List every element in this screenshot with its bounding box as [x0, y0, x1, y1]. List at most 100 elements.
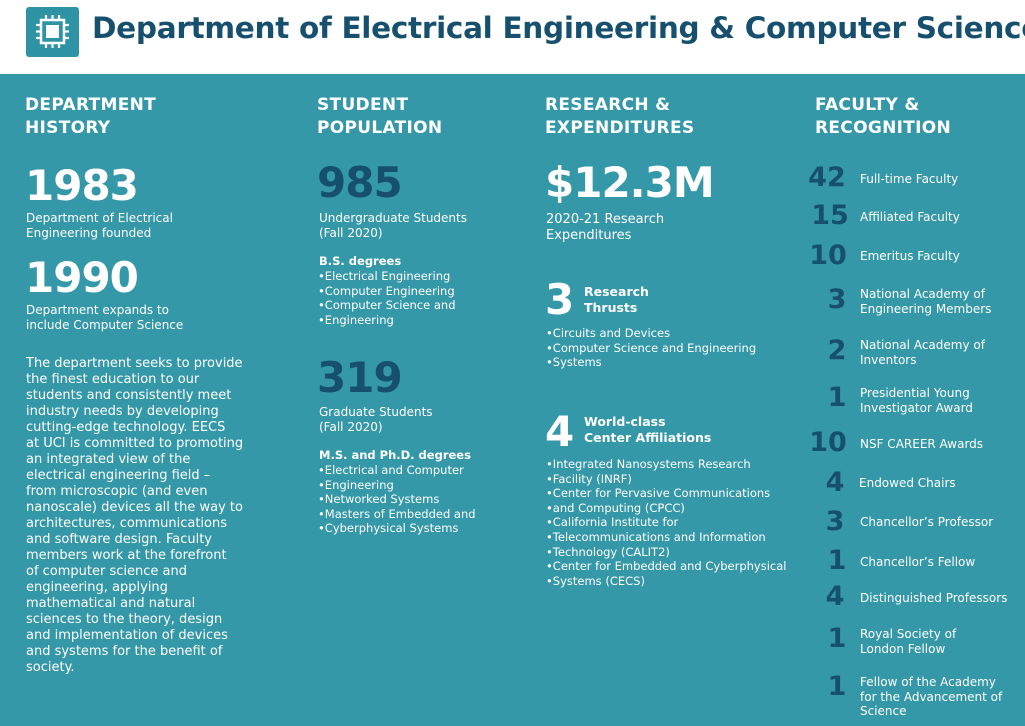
ms-phd-heading: M.S. and Ph.D. degrees: [319, 448, 471, 462]
centers-label-line1: World-class: [584, 414, 666, 429]
faculty-heading-line1: FACULTY &: [815, 95, 920, 115]
paragraph-line: The department seeks to provide: [26, 356, 243, 371]
founding-description-line1: Department of Electrical: [26, 211, 173, 225]
list-item: Integrated Nanosystems Research: [546, 457, 808, 472]
paragraph-line: and implementation of devices: [26, 628, 228, 643]
faculty-stat-number: 1: [827, 671, 847, 702]
list-item-continuation: Cyberphysical Systems: [318, 521, 508, 536]
bs-degrees-list: Electrical Engineering Computer Engineer…: [318, 269, 498, 327]
population-heading-line2: POPULATION: [317, 118, 443, 138]
faculty-stat-label-line1: National Academy of: [860, 287, 985, 301]
centers-label-line2: Center Affiliations: [584, 430, 712, 445]
faculty-stat-label-line3: Science: [860, 704, 907, 718]
founding-year: 1983: [25, 161, 139, 210]
research-heading-line1: RESEARCH &: [545, 95, 671, 115]
faculty-stat-label-line1: Distinguished Professors: [860, 591, 1008, 605]
expenditure-label-line2: Expenditures: [546, 228, 632, 243]
grad-count: 319: [317, 353, 403, 402]
faculty-stat-number: 1: [827, 623, 847, 654]
list-item: Systems: [546, 355, 806, 370]
list-item-continuation: and Computing (CPCC): [546, 501, 808, 516]
grad-label: Graduate Students (Fall 2020): [319, 405, 433, 434]
history-heading-line2: HISTORY: [25, 118, 111, 138]
faculty-stat-label: Chancellor’s Professor: [860, 515, 1020, 530]
expansion-description: Department expands to include Computer S…: [26, 303, 183, 332]
faculty-stat-label: Fellow of the Academy for the Advancemen…: [860, 675, 1020, 719]
faculty-stat-number: 1: [827, 382, 847, 413]
population-heading: STUDENT POPULATION: [317, 94, 442, 140]
expansion-description-line1: Department expands to: [26, 303, 170, 317]
paragraph-line: mathematical and natural: [26, 596, 196, 611]
faculty-stat-label-line2: London Fellow: [860, 641, 946, 656]
paragraph-line: and software design. Faculty: [26, 532, 212, 547]
faculty-stat-label-line1: Endowed Chairs: [859, 476, 956, 490]
list-item: Computer Engineering: [318, 284, 498, 299]
grad-label-line2: (Fall 2020): [319, 419, 383, 434]
faculty-stat-label-line2: for the Advancement of: [860, 689, 1003, 704]
history-heading-line1: DEPARTMENT: [25, 95, 157, 115]
undergrad-label: Undergraduate Students (Fall 2020): [319, 211, 467, 240]
expenditure-label-line1: 2020-21 Research: [546, 212, 665, 227]
paragraph-line: and systems for the benefit of: [26, 644, 223, 659]
list-item-continuation: Facility (INRF): [546, 472, 808, 487]
paragraph-line: of computer science and: [26, 564, 187, 579]
paragraph-line: society.: [26, 660, 75, 675]
paragraph-line: from microscopic (and even: [26, 484, 208, 499]
faculty-stat-label-line1: Chancellor’s Professor: [860, 515, 994, 529]
paragraph-line: electrical engineering field –: [26, 468, 211, 483]
paragraph-line: sciences to the theory, design: [26, 612, 223, 627]
faculty-stat-label: Endowed Chairs: [859, 476, 1019, 491]
faculty-stat-label-line2: Inventors: [860, 352, 917, 367]
list-item-continuation: Systems (CECS): [546, 574, 808, 589]
faculty-stat-label: Presidential Young Investigator Award: [860, 386, 1020, 415]
list-item: Computer Science and: [318, 298, 498, 313]
thrusts-label-line2: Thrusts: [584, 300, 638, 315]
page-title: Department of Electrical Engineering & C…: [92, 11, 1025, 45]
list-item-continuation: Engineering: [318, 478, 508, 493]
paragraph-line: the finest education to our: [26, 372, 200, 387]
faculty-stat-label: National Academy of Engineering Members: [860, 287, 1020, 316]
faculty-stat-number: 10: [809, 427, 847, 458]
faculty-stat-label-line1: Full-time Faculty: [860, 172, 959, 186]
paragraph-line: members work at the forefront: [26, 548, 227, 563]
faculty-stat-number: 1: [827, 545, 847, 576]
faculty-stat-number: 3: [827, 284, 847, 315]
faculty-stat-number: 10: [809, 240, 847, 271]
faculty-heading: FACULTY & RECOGNITION: [815, 94, 951, 140]
thrusts-list: Circuits and Devices Computer Science an…: [546, 326, 806, 370]
expenditure-label: 2020-21 Research Expenditures: [546, 212, 664, 244]
header-bar: Department of Electrical Engineering & C…: [0, 0, 1025, 74]
research-heading-line2: EXPENDITURES: [545, 118, 695, 138]
undergrad-label-line2: (Fall 2020): [319, 225, 383, 240]
faculty-stat-number: 2: [827, 335, 847, 366]
paragraph-line: students and consistently meet: [26, 388, 232, 403]
list-item-continuation: Telecommunications and Information: [546, 530, 808, 545]
faculty-stat-label-line1: Emeritus Faculty: [860, 249, 960, 263]
paragraph-line: at UCI is committed to promoting: [26, 436, 244, 451]
faculty-stat-label: Royal Society of London Fellow: [860, 627, 1020, 656]
faculty-stat-number: 3: [825, 506, 845, 537]
faculty-heading-line2: RECOGNITION: [815, 118, 952, 138]
faculty-stat-label-line1: Presidential Young: [860, 386, 970, 400]
faculty-stat-label: Full-time Faculty: [860, 172, 1020, 187]
grad-label-line1: Graduate Students: [319, 405, 433, 419]
expansion-year: 1990: [25, 253, 139, 302]
faculty-stat-label: National Academy of Inventors: [860, 338, 1020, 367]
list-item-continuation: Engineering: [318, 313, 498, 328]
paragraph-line: nanoscale) devices all the way to: [26, 500, 243, 515]
mission-paragraph: The department seeks to provide the fine…: [26, 356, 258, 676]
faculty-stat-label-line1: Fellow of the Academy: [860, 675, 996, 689]
expansion-description-line2: include Computer Science: [26, 317, 184, 332]
faculty-stat-label-line1: Affiliated Faculty: [860, 210, 960, 224]
faculty-stat-label-line1: Royal Society of: [860, 627, 957, 641]
faculty-stat-label: NSF CAREER Awards: [860, 437, 1020, 452]
population-heading-line1: STUDENT: [317, 95, 409, 115]
founding-description-line2: Engineering founded: [26, 225, 152, 240]
paragraph-line: industry needs by developing: [26, 404, 219, 419]
thrusts-label-line1: Research: [584, 284, 649, 299]
faculty-stat-label-line1: NSF CAREER Awards: [860, 437, 984, 451]
list-item: Electrical and Computer: [318, 463, 508, 478]
faculty-stat-label-line1: Chancellor’s Fellow: [860, 555, 976, 569]
centers-count: 4: [545, 407, 575, 456]
faculty-stat-number: 42: [808, 162, 846, 193]
